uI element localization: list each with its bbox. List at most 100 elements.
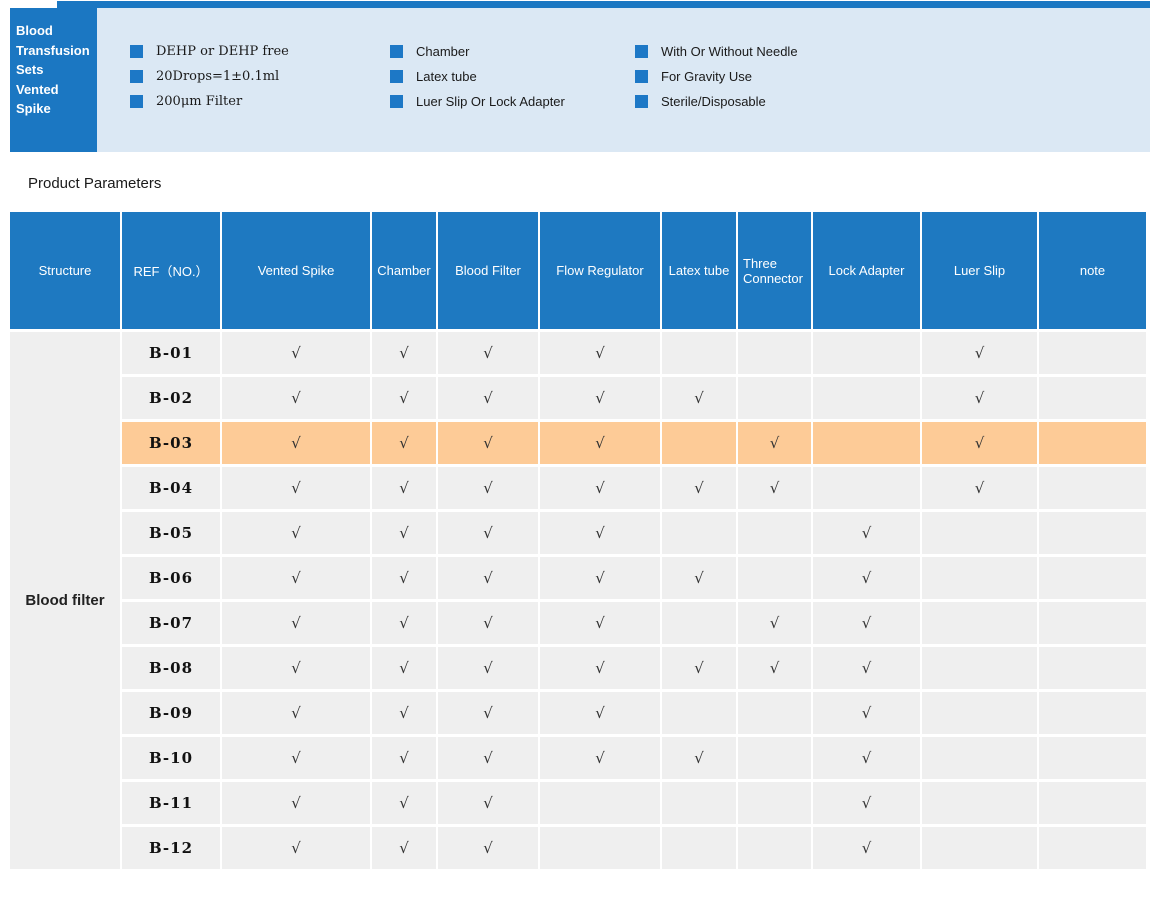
check-cell: √ — [438, 647, 540, 692]
bullet-square-icon — [635, 70, 648, 83]
check-cell: √ — [540, 422, 662, 467]
empty-cell — [738, 782, 813, 827]
ref-cell: B-11 — [122, 782, 222, 827]
empty-cell — [662, 332, 738, 377]
table-row: B-06 √ √ √ √ √ √ — [10, 557, 1146, 602]
top-accent-bar — [57, 1, 1150, 8]
empty-cell — [738, 512, 813, 557]
check-cell: √ — [372, 512, 438, 557]
check-cell: √ — [372, 647, 438, 692]
check-cell: √ — [922, 377, 1039, 422]
bullet-square-icon — [635, 95, 648, 108]
feature-item: Sterile/Disposable — [635, 89, 798, 114]
empty-cell — [1039, 422, 1146, 467]
empty-cell — [738, 377, 813, 422]
column-header-blood-filter: Blood Filter — [438, 212, 540, 332]
feature-item: For Gravity Use — [635, 64, 798, 89]
empty-cell — [813, 377, 922, 422]
ref-cell: B-10 — [122, 737, 222, 782]
ref-cell: B-09 — [122, 692, 222, 737]
check-cell: √ — [438, 332, 540, 377]
features-column-3: With Or Without Needle For Gravity Use S… — [635, 39, 798, 114]
check-cell: √ — [738, 647, 813, 692]
feature-item: Chamber — [390, 39, 565, 64]
empty-cell — [738, 737, 813, 782]
table-row: B-11 √ √ √ √ — [10, 782, 1146, 827]
check-cell: √ — [540, 602, 662, 647]
check-cell: √ — [540, 467, 662, 512]
check-cell: √ — [222, 332, 372, 377]
bullet-square-icon — [390, 95, 403, 108]
table-row: B-04 √ √ √ √ √ √ √ — [10, 467, 1146, 512]
check-cell: √ — [813, 557, 922, 602]
check-cell: √ — [813, 737, 922, 782]
ref-cell: B-01 — [122, 332, 222, 377]
empty-cell — [813, 422, 922, 467]
empty-cell — [1039, 467, 1146, 512]
table-row: B-12 √ √ √ √ — [10, 827, 1146, 872]
empty-cell — [1039, 602, 1146, 647]
feature-label: 20Drops=1±0.1ml — [156, 69, 280, 84]
check-cell: √ — [540, 692, 662, 737]
bullet-square-icon — [635, 45, 648, 58]
empty-cell — [540, 827, 662, 872]
feature-label: 200μm Filter — [156, 94, 243, 109]
empty-cell — [1039, 782, 1146, 827]
feature-item: Latex tube — [390, 64, 565, 89]
check-cell: √ — [540, 647, 662, 692]
table-row: B-07 √ √ √ √ √ √ — [10, 602, 1146, 647]
check-cell: √ — [438, 467, 540, 512]
table-row: B-08 √ √ √ √ √ √ √ — [10, 647, 1146, 692]
empty-cell — [1039, 557, 1146, 602]
column-header-vented-spike: Vented Spike — [222, 212, 372, 332]
check-cell: √ — [662, 377, 738, 422]
check-cell: √ — [922, 422, 1039, 467]
empty-cell — [922, 602, 1039, 647]
ref-cell: B-07 — [122, 602, 222, 647]
check-cell: √ — [222, 512, 372, 557]
empty-cell — [1039, 377, 1146, 422]
empty-cell — [922, 647, 1039, 692]
feature-item: With Or Without Needle — [635, 39, 798, 64]
table-header: Structure REF（NO.） Vented Spike Chamber … — [10, 212, 1146, 332]
column-header-chamber: Chamber — [372, 212, 438, 332]
check-cell: √ — [662, 557, 738, 602]
column-header-luer-slip: Luer Slip — [922, 212, 1039, 332]
check-cell: √ — [813, 647, 922, 692]
feature-label: With Or Without Needle — [661, 44, 798, 59]
check-cell: √ — [738, 467, 813, 512]
check-cell: √ — [540, 737, 662, 782]
bullet-square-icon — [130, 45, 143, 58]
feature-label: For Gravity Use — [661, 69, 753, 84]
features-column-2: Chamber Latex tube Luer Slip Or Lock Ada… — [390, 39, 565, 114]
check-cell: √ — [540, 512, 662, 557]
check-cell: √ — [222, 827, 372, 872]
ref-cell: B-02 — [122, 377, 222, 422]
check-cell: √ — [813, 692, 922, 737]
check-cell: √ — [922, 332, 1039, 377]
check-cell: √ — [372, 692, 438, 737]
table-row: Blood filter B-01 √ √ √ √ √ — [10, 332, 1146, 872]
table-row: B-10 √ √ √ √ √ √ — [10, 737, 1146, 782]
empty-cell — [540, 782, 662, 827]
section-title: Product Parameters — [28, 175, 162, 192]
check-cell: √ — [222, 467, 372, 512]
check-cell: √ — [438, 602, 540, 647]
feature-label: DEHP or DEHP free — [156, 44, 289, 59]
check-cell: √ — [372, 422, 438, 467]
check-cell: √ — [222, 602, 372, 647]
ref-cell: B-08 — [122, 647, 222, 692]
empty-cell — [922, 692, 1039, 737]
check-cell: √ — [222, 422, 372, 467]
check-cell: √ — [438, 512, 540, 557]
check-cell: √ — [222, 557, 372, 602]
product-title-box: Blood Transfusion Sets Vented Spike — [10, 8, 97, 152]
ref-cell: B-06 — [122, 557, 222, 602]
empty-cell — [1039, 827, 1146, 872]
empty-cell — [1039, 332, 1146, 377]
feature-item: 200μm Filter — [130, 89, 289, 114]
check-cell: √ — [438, 557, 540, 602]
empty-cell — [922, 737, 1039, 782]
empty-cell — [1039, 647, 1146, 692]
